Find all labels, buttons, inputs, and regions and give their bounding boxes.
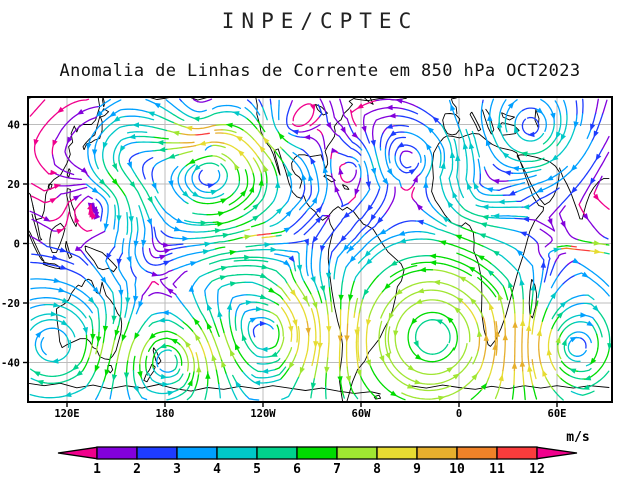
svg-text:60W: 60W [352,408,372,420]
svg-text:6: 6 [293,462,301,477]
colorbar: 1 2 3 4 5 6 7 8 9 10 11 12 [57,446,578,477]
svg-text:7: 7 [333,462,341,477]
svg-text:-20: -20 [1,298,20,310]
colorbar-segment [456,446,498,460]
svg-text:120E: 120E [54,408,79,420]
map-frame [27,96,613,403]
colorbar-units-label: m/s [566,430,590,445]
svg-text:1: 1 [93,462,101,477]
colorbar-segment [96,446,138,460]
streamlines [29,98,611,401]
svg-text:11: 11 [489,462,505,477]
svg-text:0: 0 [14,238,20,250]
colorbar-under-arrow [57,446,98,460]
colorbar-segment [496,446,538,460]
axis-labels: 40 20 0 -20 -40 120E 180 120W 60W 0 60E [1,119,566,420]
colorbar-segment [296,446,338,460]
svg-text:120W: 120W [250,408,276,420]
svg-text:12: 12 [529,462,545,477]
chart-subtitle: Anomalia de Linhas de Corrente em 850 hP… [59,61,581,81]
colorbar-segment [336,446,378,460]
colorbar-segment [176,446,218,460]
svg-text:40: 40 [7,119,20,131]
svg-text:10: 10 [449,462,465,477]
colorbar-segment [376,446,418,460]
svg-text:20: 20 [7,179,20,191]
svg-text:2: 2 [133,462,141,477]
svg-text:0: 0 [456,408,462,420]
svg-text:60E: 60E [548,408,567,420]
colorbar-segment [256,446,298,460]
colorbar-segment [216,446,258,460]
colorbar-over-arrow [536,446,578,460]
svg-text:9: 9 [413,462,421,477]
svg-text:4: 4 [213,462,221,477]
svg-text:180: 180 [156,408,175,420]
svg-text:3: 3 [173,462,181,477]
svg-text:8: 8 [373,462,381,477]
streamline-arrowheads [33,98,611,401]
svg-text:-40: -40 [1,357,20,369]
colorbar-segment [416,446,458,460]
page-title: INPE/CPTEC [221,9,419,33]
colorbar-segment [136,446,178,460]
svg-text:5: 5 [253,462,261,477]
